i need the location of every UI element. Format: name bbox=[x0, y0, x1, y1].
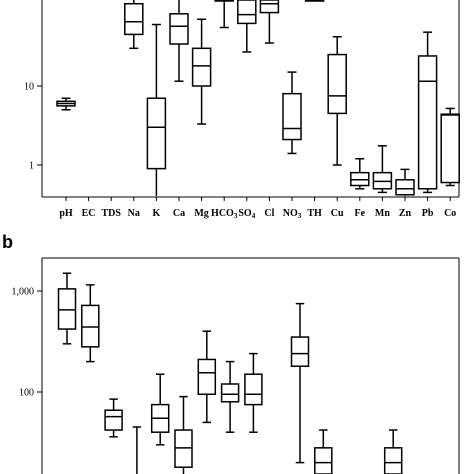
a-category-label: EC bbox=[82, 208, 96, 219]
a-category-label: HCO3 bbox=[211, 208, 238, 220]
a-category-text: Pb bbox=[422, 208, 434, 219]
a-category-text: Fe bbox=[355, 208, 366, 219]
a-iqr-rect bbox=[169, 13, 189, 45]
a-iqr-rect bbox=[124, 2, 144, 36]
a-category-subscript: 3 bbox=[234, 212, 238, 220]
a-box bbox=[259, 0, 280, 44]
b-box bbox=[220, 360, 240, 433]
a-box bbox=[350, 157, 370, 190]
a-category-subscript: 4 bbox=[252, 212, 256, 220]
b-iqr-rect bbox=[57, 288, 77, 330]
a-iqr-rect bbox=[282, 92, 302, 141]
a-box bbox=[327, 36, 347, 166]
b-iqr-rect bbox=[314, 447, 333, 474]
a-category-label: SO4 bbox=[238, 208, 255, 220]
a-category-label: NO3 bbox=[283, 208, 302, 220]
b-box bbox=[150, 373, 170, 446]
a-category-subscript: 3 bbox=[298, 212, 302, 220]
panel-b-letter: b bbox=[2, 232, 13, 252]
a-category-label: Pb bbox=[422, 208, 434, 219]
a-category-label: Na bbox=[128, 208, 140, 219]
b-iqr-rect bbox=[290, 336, 310, 367]
a-category-text: Cu bbox=[331, 208, 344, 219]
a-iqr-rect bbox=[395, 179, 415, 196]
a-category-label: pH bbox=[59, 208, 73, 219]
b-y-tick-label: 1,000 bbox=[12, 287, 35, 298]
panel-a-boxplot: 110 pH EC TDS Na K Ca Mg HCO3 SO4 Cl NO3 TH Cu Fe Mn Zn… bbox=[24, 0, 460, 220]
b-box bbox=[290, 302, 310, 464]
a-box bbox=[146, 23, 167, 196]
b-iqr-rect bbox=[174, 429, 193, 468]
a-category-label: TH bbox=[307, 208, 322, 219]
a-iqr-rect bbox=[417, 55, 438, 190]
a-box bbox=[214, 0, 234, 29]
a-iqr-rect bbox=[440, 113, 460, 184]
b-iqr-rect bbox=[197, 358, 217, 395]
a-category-text: SO bbox=[238, 208, 252, 219]
a-category-label: K bbox=[153, 208, 161, 219]
b-iqr-rect bbox=[81, 304, 100, 348]
a-category-text: Ca bbox=[173, 208, 185, 219]
a-category-text: Mn bbox=[375, 208, 390, 219]
b-iqr-rect bbox=[220, 383, 240, 403]
b-iqr-rect bbox=[383, 447, 403, 474]
a-category-text: Cl bbox=[264, 208, 274, 219]
a-iqr-rect bbox=[259, 0, 280, 14]
b-box bbox=[244, 352, 263, 433]
b-box bbox=[132, 426, 142, 474]
b-box bbox=[104, 398, 123, 438]
a-category-label: Mg bbox=[194, 208, 208, 219]
a-category-label: Fe bbox=[355, 208, 366, 219]
b-iqr-rect bbox=[244, 373, 263, 406]
b-box bbox=[197, 330, 217, 424]
a-category-text: NO bbox=[283, 208, 298, 219]
a-box bbox=[124, 0, 144, 50]
b-iqr-rect bbox=[104, 409, 123, 431]
a-y-tick-label: 10 bbox=[24, 82, 34, 93]
a-category-label: Cl bbox=[264, 208, 274, 219]
a-box bbox=[169, 0, 189, 82]
a-iqr-rect bbox=[191, 47, 212, 87]
b-box bbox=[81, 284, 100, 363]
a-category-text: Co bbox=[444, 208, 456, 219]
a-category-text: Zn bbox=[399, 208, 412, 219]
a-category-text: Mg bbox=[194, 208, 208, 219]
a-category-text: K bbox=[153, 208, 161, 219]
a-box bbox=[395, 168, 415, 196]
b-y-tick-label: 100 bbox=[19, 388, 34, 399]
a-iqr-rect bbox=[237, 0, 257, 25]
b-box bbox=[57, 272, 77, 345]
a-box bbox=[56, 97, 76, 111]
b-box bbox=[314, 429, 333, 474]
a-box bbox=[440, 107, 460, 187]
a-iqr-rect bbox=[327, 53, 347, 115]
a-category-text: TH bbox=[307, 208, 322, 219]
a-category-text: TDS bbox=[101, 208, 121, 219]
a-category-label: Zn bbox=[399, 208, 412, 219]
a-category-label: Ca bbox=[173, 208, 185, 219]
b-box bbox=[174, 395, 193, 474]
panel-b-boxplot: 100 1,000 bbox=[12, 257, 460, 474]
a-box bbox=[237, 0, 257, 53]
a-box bbox=[372, 145, 393, 194]
a-category-text: HCO bbox=[211, 208, 234, 219]
a-category-text: EC bbox=[82, 208, 96, 219]
a-y-tick-label: 1 bbox=[29, 161, 34, 172]
a-iqr-rect bbox=[146, 97, 167, 170]
a-category-label: Cu bbox=[331, 208, 344, 219]
a-category-label: TDS bbox=[101, 208, 121, 219]
a-category-text: pH bbox=[59, 208, 73, 219]
a-category-text: Na bbox=[128, 208, 140, 219]
b-box bbox=[383, 429, 403, 474]
a-box bbox=[282, 71, 302, 155]
a-category-label: Co bbox=[444, 208, 456, 219]
a-category-label: Mn bbox=[375, 208, 390, 219]
a-box bbox=[304, 0, 325, 2]
a-box bbox=[417, 31, 438, 194]
a-box bbox=[191, 18, 212, 125]
